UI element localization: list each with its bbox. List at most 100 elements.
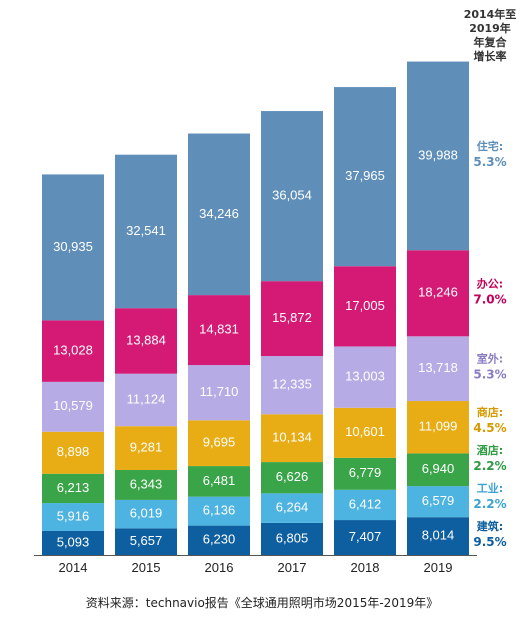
data-label-住宅-2015: 32,541 bbox=[126, 223, 166, 238]
data-label-工业-2016: 6,136 bbox=[203, 503, 236, 518]
bar-segment-住宅-2017 bbox=[261, 111, 323, 282]
bar-segment-酒店-2018 bbox=[334, 457, 396, 490]
data-label-酒店-2019: 6,940 bbox=[422, 461, 455, 476]
legend-header-line: 增长率 bbox=[474, 49, 507, 63]
data-label-商店-2015: 9,281 bbox=[130, 440, 163, 455]
data-label-建筑-2015: 5,657 bbox=[130, 533, 163, 548]
bar-segment-酒店-2015 bbox=[115, 469, 177, 500]
bar-segment-工业-2014 bbox=[42, 503, 104, 531]
bar-segment-建筑-2015 bbox=[115, 528, 177, 555]
data-label-室外-2017: 12,335 bbox=[272, 377, 312, 392]
data-label-酒店-2014: 6,213 bbox=[57, 480, 90, 495]
bar-segment-住宅-2018 bbox=[334, 87, 396, 267]
data-label-办公-2017: 15,872 bbox=[272, 310, 312, 325]
data-label-工业-2015: 6,019 bbox=[130, 506, 163, 521]
legend-cagr-办公: 7.0% bbox=[473, 292, 506, 306]
x-tick-label-2014: 2014 bbox=[59, 560, 88, 575]
legend-cagr-建筑: 9.5% bbox=[473, 535, 506, 549]
legend-name-室外: 室外: bbox=[477, 352, 503, 366]
bar-segment-住宅-2015 bbox=[115, 154, 177, 309]
bar-segment-商店-2014 bbox=[42, 431, 104, 474]
data-label-酒店-2017: 6,626 bbox=[276, 469, 309, 484]
bar-segment-室外-2018 bbox=[334, 346, 396, 408]
data-label-室外-2018: 13,003 bbox=[345, 369, 385, 384]
legend-header-line: 年复合 bbox=[474, 35, 508, 49]
data-label-建筑-2018: 7,407 bbox=[349, 529, 382, 544]
data-label-商店-2017: 10,134 bbox=[272, 430, 312, 445]
data-label-酒店-2018: 6,779 bbox=[349, 465, 382, 480]
data-label-住宅-2017: 36,054 bbox=[272, 188, 312, 203]
data-label-办公-2014: 13,028 bbox=[53, 343, 93, 358]
legend-cagr-酒店: 2.2% bbox=[473, 459, 506, 473]
bar-segment-室外-2015 bbox=[115, 373, 177, 427]
data-label-酒店-2016: 6,481 bbox=[203, 473, 236, 488]
legend-header-line: 2019年 bbox=[469, 21, 511, 35]
data-label-室外-2016: 11,710 bbox=[200, 384, 239, 399]
data-label-酒店-2015: 6,343 bbox=[130, 476, 163, 491]
bar-segment-工业-2018 bbox=[334, 489, 396, 521]
bar-segment-工业-2017 bbox=[261, 493, 323, 523]
data-label-商店-2016: 9,695 bbox=[203, 435, 236, 450]
x-tick-label-2015: 2015 bbox=[132, 560, 161, 575]
source-note: 资料来源：technavio报告《全球通用照明市场2015年-2019年》 bbox=[85, 596, 439, 610]
data-label-室外-2015: 11,124 bbox=[127, 391, 166, 406]
bar-segment-工业-2016 bbox=[188, 496, 250, 526]
data-label-工业-2017: 6,264 bbox=[276, 500, 309, 515]
x-tick-label-2018: 2018 bbox=[351, 560, 380, 575]
legend-name-酒店: 酒店: bbox=[477, 443, 503, 457]
bar-segment-室外-2019 bbox=[407, 336, 469, 402]
bar-segment-商店-2017 bbox=[261, 414, 323, 463]
legend-cagr-工业: 2.2% bbox=[473, 497, 506, 511]
bar-segment-商店-2018 bbox=[334, 407, 396, 458]
data-label-住宅-2019: 39,988 bbox=[418, 147, 458, 162]
data-label-建筑-2016: 6,230 bbox=[203, 532, 236, 547]
legend-name-办公: 办公: bbox=[477, 276, 503, 290]
bar-segment-工业-2019 bbox=[407, 486, 469, 518]
bar-segment-商店-2015 bbox=[115, 426, 177, 470]
bar-segment-酒店-2019 bbox=[407, 453, 469, 487]
bar-segment-办公-2015 bbox=[115, 308, 177, 374]
legend-cagr-商店: 4.5% bbox=[473, 421, 506, 435]
bar-segment-室外-2016 bbox=[188, 365, 250, 421]
legend-name-住宅: 住宅: bbox=[477, 139, 503, 153]
data-label-室外-2014: 10,579 bbox=[53, 398, 93, 413]
data-label-工业-2019: 6,579 bbox=[422, 493, 455, 508]
bar-segment-商店-2019 bbox=[407, 401, 469, 454]
data-label-室外-2019: 13,718 bbox=[418, 360, 458, 375]
data-label-住宅-2014: 30,935 bbox=[53, 239, 93, 254]
bar-segment-商店-2016 bbox=[188, 420, 250, 467]
bar-segment-办公-2019 bbox=[407, 250, 469, 337]
legend-cagr-室外: 5.3% bbox=[473, 368, 506, 382]
data-label-工业-2018: 6,412 bbox=[349, 496, 382, 511]
data-label-住宅-2016: 34,246 bbox=[199, 206, 239, 221]
data-label-商店-2019: 11,099 bbox=[419, 419, 458, 434]
data-label-商店-2018: 10,601 bbox=[345, 424, 385, 439]
data-label-商店-2014: 8,898 bbox=[57, 444, 90, 459]
bar-segment-住宅-2016 bbox=[188, 133, 250, 296]
x-tick-label-2017: 2017 bbox=[278, 560, 307, 575]
bar-segment-住宅-2014 bbox=[42, 174, 104, 321]
legend-cagr-住宅: 5.3% bbox=[473, 155, 506, 169]
x-tick-label-2019: 2019 bbox=[424, 560, 453, 575]
bar-segment-酒店-2016 bbox=[188, 466, 250, 497]
bar-segment-建筑-2016 bbox=[188, 525, 250, 555]
bar-segment-建筑-2017 bbox=[261, 522, 323, 555]
data-label-办公-2015: 13,884 bbox=[126, 332, 166, 347]
data-label-建筑-2017: 6,805 bbox=[276, 530, 309, 545]
bar-segment-建筑-2019 bbox=[407, 517, 469, 555]
legend-name-建筑: 建筑: bbox=[477, 519, 503, 533]
bar-segment-工业-2015 bbox=[115, 499, 177, 529]
data-label-工业-2014: 5,916 bbox=[57, 508, 90, 523]
data-label-建筑-2014: 5,093 bbox=[57, 534, 90, 549]
bar-segment-建筑-2014 bbox=[42, 530, 104, 555]
legend-header-line: 2014年至 bbox=[464, 7, 517, 21]
bar-segment-办公-2017 bbox=[261, 281, 323, 357]
data-label-办公-2019: 18,246 bbox=[418, 285, 458, 300]
bar-segment-办公-2018 bbox=[334, 266, 396, 347]
bar-segment-住宅-2019 bbox=[407, 61, 469, 251]
legend-name-工业: 工业: bbox=[477, 481, 503, 495]
bar-segment-室外-2017 bbox=[261, 356, 323, 415]
bar-segment-办公-2014 bbox=[42, 320, 104, 382]
data-label-住宅-2018: 37,965 bbox=[345, 168, 385, 183]
